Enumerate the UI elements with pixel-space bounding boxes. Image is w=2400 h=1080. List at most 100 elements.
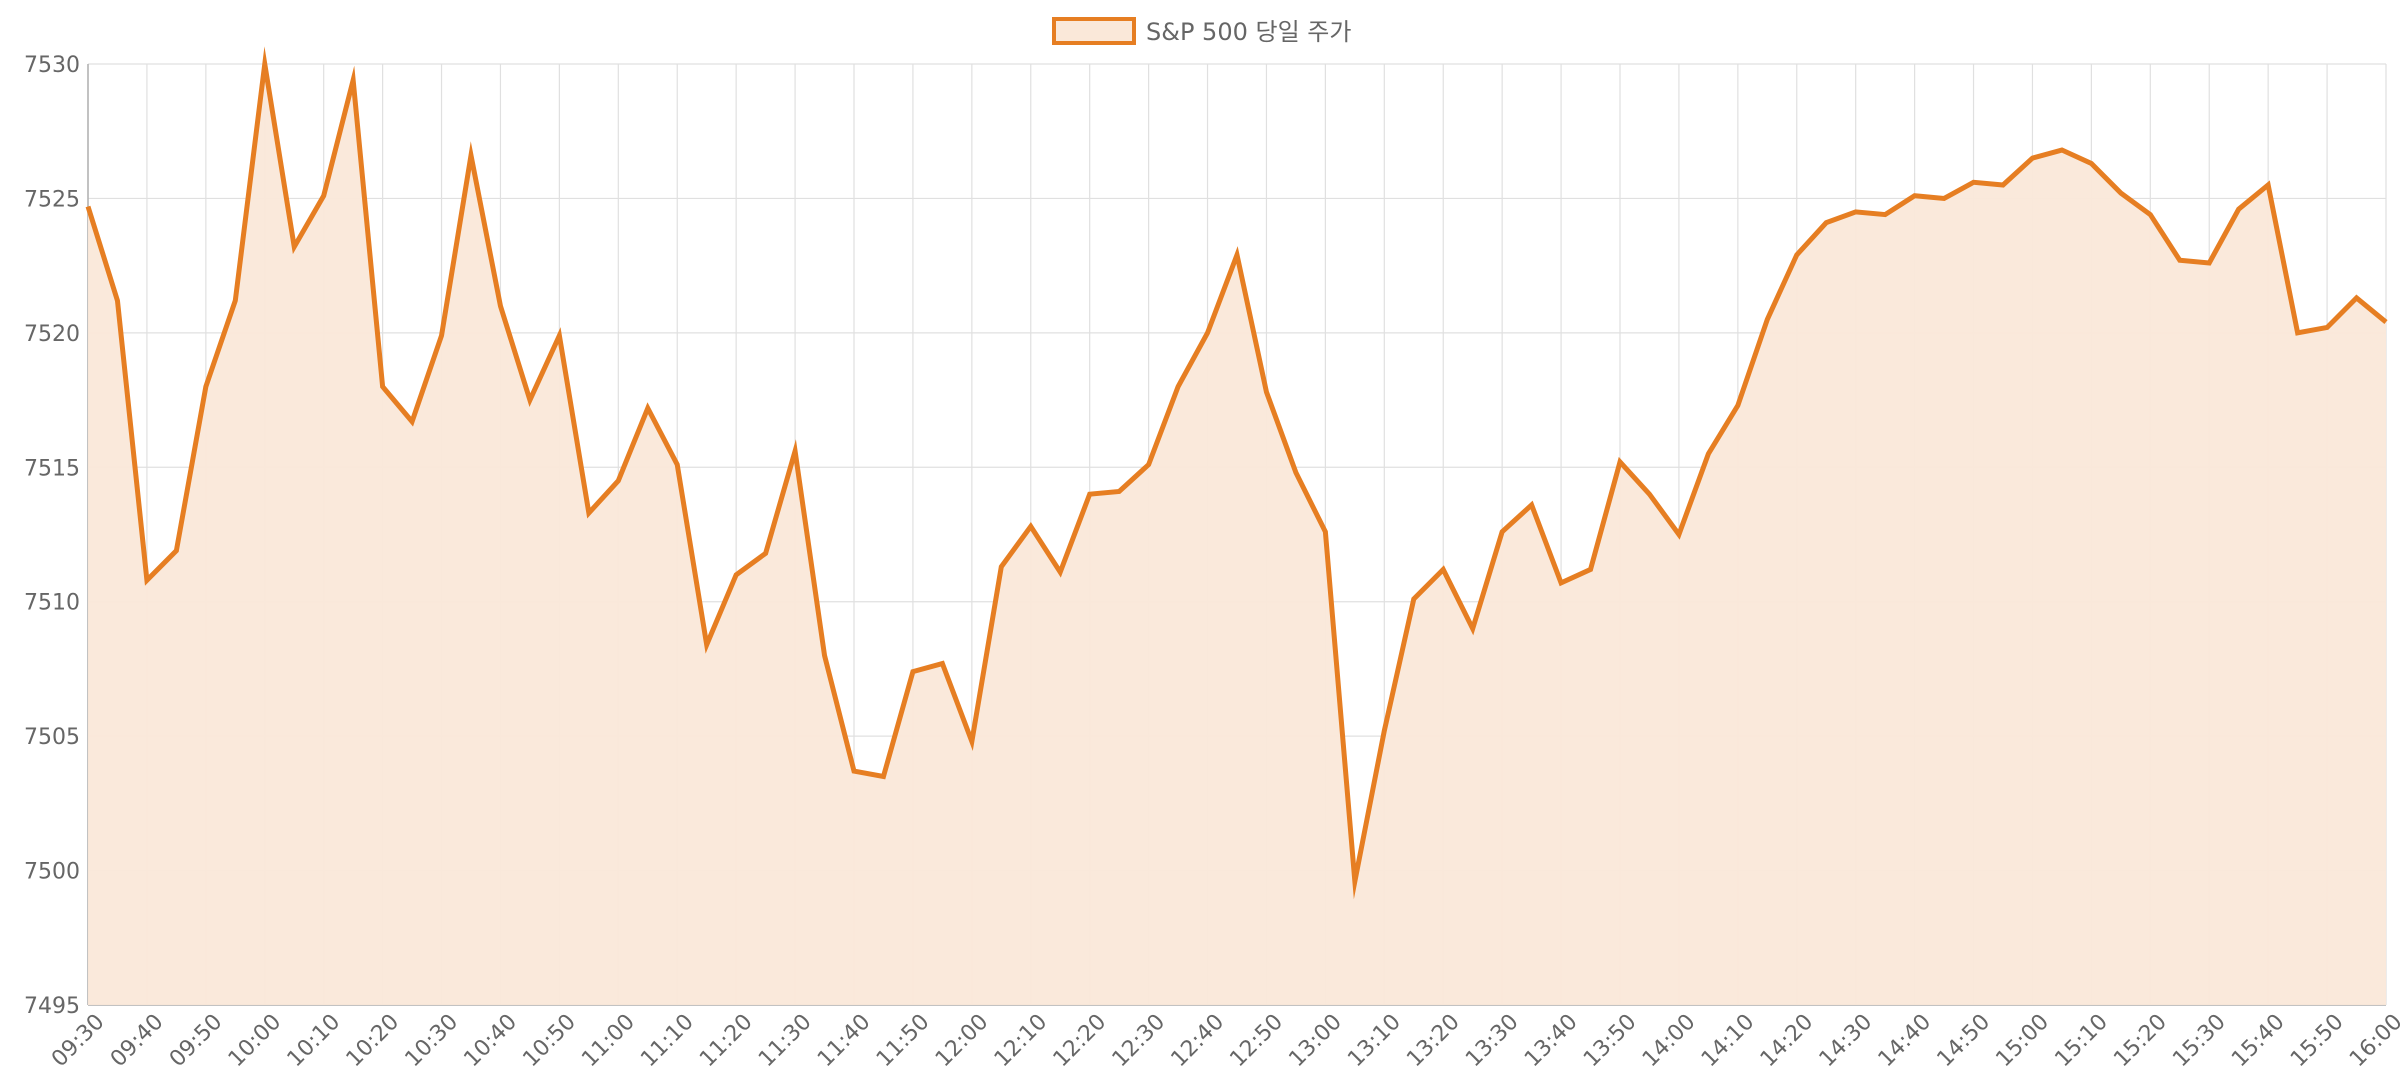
data-point[interactable]: [645, 405, 651, 411]
x-tick-label: 14:50: [1933, 1010, 1996, 1073]
data-point[interactable]: [880, 773, 886, 779]
data-point[interactable]: [144, 577, 150, 583]
data-point[interactable]: [468, 152, 474, 158]
x-tick-label: 15:10: [2050, 1010, 2113, 1073]
data-point[interactable]: [1705, 451, 1711, 457]
x-tick-label: 15:20: [2109, 1010, 2172, 1073]
data-point[interactable]: [556, 333, 562, 339]
data-point[interactable]: [998, 564, 1004, 570]
data-point[interactable]: [85, 203, 91, 209]
x-tick-label: 13:30: [1461, 1010, 1524, 1073]
x-tick-label: 15:00: [1992, 1010, 2055, 1073]
x-tick-label: 11:50: [872, 1010, 935, 1073]
data-point[interactable]: [969, 739, 975, 745]
data-point[interactable]: [1470, 626, 1476, 632]
data-point[interactable]: [733, 572, 739, 578]
data-point[interactable]: [2000, 182, 2006, 188]
data-point[interactable]: [1588, 566, 1594, 572]
data-point[interactable]: [291, 244, 297, 250]
data-point[interactable]: [2147, 212, 2153, 218]
data-point[interactable]: [1322, 529, 1328, 535]
data-point[interactable]: [1293, 470, 1299, 476]
y-tick-label: 7510: [24, 591, 80, 616]
data-point[interactable]: [674, 462, 680, 468]
data-point[interactable]: [822, 652, 828, 658]
data-point[interactable]: [1116, 488, 1122, 494]
data-point[interactable]: [939, 661, 945, 667]
data-point[interactable]: [1234, 252, 1240, 258]
data-point[interactable]: [232, 298, 238, 304]
data-point[interactable]: [1175, 384, 1181, 390]
data-point[interactable]: [203, 384, 209, 390]
data-point[interactable]: [1440, 566, 1446, 572]
x-tick-label: 14:20: [1756, 1010, 1819, 1073]
data-point[interactable]: [1735, 402, 1741, 408]
data-point[interactable]: [114, 298, 120, 304]
data-point[interactable]: [2206, 260, 2212, 266]
data-point[interactable]: [1617, 459, 1623, 465]
x-tick-label: 15:40: [2227, 1010, 2290, 1073]
data-point[interactable]: [1823, 220, 1829, 226]
data-point[interactable]: [527, 397, 533, 403]
data-point[interactable]: [409, 419, 415, 425]
data-point[interactable]: [1882, 212, 1888, 218]
data-point[interactable]: [2118, 190, 2124, 196]
data-point[interactable]: [1646, 491, 1652, 497]
legend[interactable]: S&P 500 당일 주가: [1052, 17, 1351, 46]
data-point[interactable]: [2265, 182, 2271, 188]
data-point[interactable]: [1912, 193, 1918, 199]
data-point[interactable]: [1028, 523, 1034, 529]
data-point[interactable]: [321, 193, 327, 199]
data-point[interactable]: [1057, 569, 1063, 575]
data-point[interactable]: [2059, 147, 2065, 153]
x-tick-label: 10:30: [401, 1010, 464, 1073]
data-point[interactable]: [851, 768, 857, 774]
data-point[interactable]: [1411, 596, 1417, 602]
data-point[interactable]: [2383, 319, 2389, 325]
data-point[interactable]: [2295, 330, 2301, 336]
data-point[interactable]: [1794, 252, 1800, 258]
x-tick-label: 15:30: [2168, 1010, 2231, 1073]
data-point[interactable]: [350, 77, 356, 83]
x-tick-label: 10:00: [224, 1010, 287, 1073]
data-point[interactable]: [1853, 209, 1859, 215]
data-point[interactable]: [1263, 389, 1269, 395]
data-point[interactable]: [1087, 491, 1093, 497]
data-point[interactable]: [1941, 195, 1947, 201]
data-point[interactable]: [1146, 462, 1152, 468]
data-point[interactable]: [910, 669, 916, 675]
data-point[interactable]: [380, 384, 386, 390]
data-point[interactable]: [1352, 878, 1358, 884]
x-tick-label: 12:30: [1108, 1010, 1171, 1073]
data-point[interactable]: [1558, 580, 1564, 586]
data-point[interactable]: [763, 550, 769, 556]
data-point[interactable]: [2236, 206, 2242, 212]
data-point[interactable]: [792, 448, 798, 454]
data-point[interactable]: [1499, 529, 1505, 535]
data-point[interactable]: [1971, 179, 1977, 185]
data-point[interactable]: [262, 61, 268, 67]
data-point[interactable]: [1381, 728, 1387, 734]
data-point[interactable]: [1764, 316, 1770, 322]
data-point[interactable]: [704, 642, 710, 648]
legend-label: S&P 500 당일 주가: [1146, 18, 1351, 46]
data-point[interactable]: [173, 548, 179, 554]
data-point[interactable]: [2029, 155, 2035, 161]
data-point[interactable]: [1205, 330, 1211, 336]
data-point[interactable]: [2088, 160, 2094, 166]
x-tick-label: 11:30: [754, 1010, 817, 1073]
data-point[interactable]: [439, 333, 445, 339]
legend-swatch: [1052, 17, 1136, 45]
data-point[interactable]: [1676, 532, 1682, 538]
x-tick-label: 12:40: [1167, 1010, 1230, 1073]
data-point[interactable]: [497, 303, 503, 309]
data-point[interactable]: [2324, 324, 2330, 330]
y-tick-label: 7525: [24, 187, 80, 212]
data-point[interactable]: [2177, 257, 2183, 263]
x-tick-label: 14:00: [1638, 1010, 1701, 1073]
data-point[interactable]: [1529, 502, 1535, 508]
x-tick-label: 15:50: [2286, 1010, 2349, 1073]
data-point[interactable]: [586, 510, 592, 516]
data-point[interactable]: [615, 478, 621, 484]
data-point[interactable]: [2354, 295, 2360, 301]
